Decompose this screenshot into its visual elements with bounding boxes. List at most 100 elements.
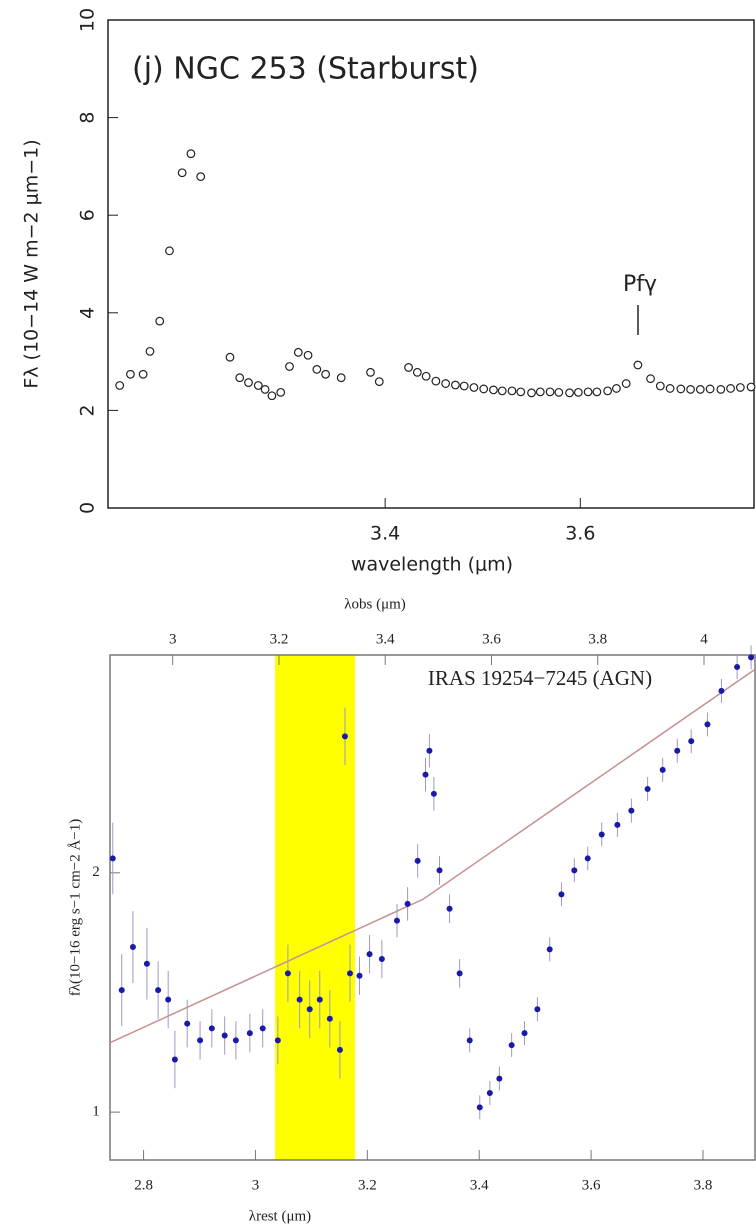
x-tick-label: 3.2 xyxy=(358,1177,377,1193)
data-point xyxy=(565,388,574,398)
data-point xyxy=(186,149,196,159)
data-point xyxy=(260,385,270,394)
data-point xyxy=(366,367,375,377)
data-point xyxy=(208,1025,215,1032)
data-point xyxy=(414,857,421,864)
y-tick-label: 0 xyxy=(77,502,99,514)
data-point xyxy=(412,367,422,377)
data-point xyxy=(521,1030,528,1037)
data-point xyxy=(422,771,429,778)
data-point xyxy=(197,1037,204,1044)
x-tick-label: 2.8 xyxy=(134,1177,153,1193)
data-point xyxy=(143,960,150,967)
x-axis-label: wavelength (μm) xyxy=(351,554,513,576)
data-point xyxy=(421,371,431,381)
data-point xyxy=(456,970,463,977)
y-tick-label: 1 xyxy=(92,1104,100,1120)
data-point xyxy=(614,821,621,828)
plot-frame xyxy=(109,654,756,1161)
x2-axis-label: λobs (μm) xyxy=(344,596,406,612)
x-tick-label: 3.4 xyxy=(370,523,400,545)
data-point xyxy=(545,387,555,397)
x-tick-label: 3 xyxy=(252,1177,260,1193)
data-point xyxy=(155,987,162,994)
data-point xyxy=(341,733,348,740)
data-point xyxy=(426,747,433,754)
data-point xyxy=(748,654,755,661)
data-point xyxy=(489,385,498,395)
data-point xyxy=(296,996,303,1003)
data-point xyxy=(486,1089,493,1096)
x2-tick-label: 3.4 xyxy=(376,631,395,647)
data-point xyxy=(225,352,235,362)
data-point xyxy=(628,807,635,814)
y-tick-label: 6 xyxy=(77,209,99,221)
data-point xyxy=(312,365,322,374)
data-point xyxy=(366,951,373,958)
data-point xyxy=(612,384,621,393)
data-point xyxy=(479,384,489,394)
data-point xyxy=(466,1037,473,1044)
data-point xyxy=(726,384,735,393)
x-tick-label: 3.4 xyxy=(470,1177,489,1193)
data-point xyxy=(246,1030,253,1037)
data-point xyxy=(695,385,705,394)
data-point xyxy=(584,855,591,862)
data-point xyxy=(196,172,206,182)
data-point xyxy=(171,1056,178,1063)
plot-frame xyxy=(107,19,755,509)
data-point xyxy=(558,891,565,898)
data-point xyxy=(115,381,125,390)
data-point xyxy=(267,391,277,401)
x2-tick-label: 3.2 xyxy=(270,631,289,647)
data-point xyxy=(303,350,313,360)
data-point xyxy=(165,246,174,256)
data-point xyxy=(734,663,741,670)
data-point xyxy=(293,347,303,357)
data-point xyxy=(274,1037,281,1044)
data-point xyxy=(336,1046,343,1053)
data-point xyxy=(603,386,613,396)
data-point xyxy=(446,905,453,912)
data-point xyxy=(497,386,507,396)
data-point xyxy=(109,855,116,862)
data-point xyxy=(316,996,323,1003)
data-point xyxy=(450,380,460,390)
data-point xyxy=(165,996,172,1003)
data-point xyxy=(235,373,245,383)
data-point xyxy=(508,1042,515,1049)
data-point xyxy=(516,387,526,397)
data-point xyxy=(436,867,443,874)
data-point xyxy=(674,747,681,754)
x2-tick-label: 4 xyxy=(700,631,708,647)
data-point xyxy=(221,1032,228,1039)
data-point xyxy=(534,1006,541,1013)
data-point xyxy=(571,867,578,874)
highlight-band xyxy=(275,655,356,1160)
data-point xyxy=(244,378,253,387)
x2-tick-label: 3.6 xyxy=(482,631,501,647)
y-tick-label: 4 xyxy=(77,307,99,319)
data-point xyxy=(155,316,165,326)
data-point xyxy=(326,1015,333,1022)
data-point xyxy=(284,970,291,977)
data-point xyxy=(716,385,726,394)
data-point xyxy=(735,383,745,392)
data-point xyxy=(633,360,643,370)
data-point xyxy=(554,387,564,397)
data-point xyxy=(321,369,331,379)
y-tick-label: 2 xyxy=(77,404,99,416)
data-point xyxy=(404,900,411,907)
data-point xyxy=(285,362,294,371)
data-point xyxy=(705,384,715,394)
data-point xyxy=(118,987,125,994)
data-point xyxy=(469,383,479,392)
data-point xyxy=(378,955,385,962)
data-point xyxy=(232,1037,239,1044)
data-point xyxy=(688,738,695,745)
data-point xyxy=(276,387,286,397)
data-point xyxy=(592,387,602,397)
data-point xyxy=(253,381,263,390)
data-point xyxy=(535,387,545,397)
